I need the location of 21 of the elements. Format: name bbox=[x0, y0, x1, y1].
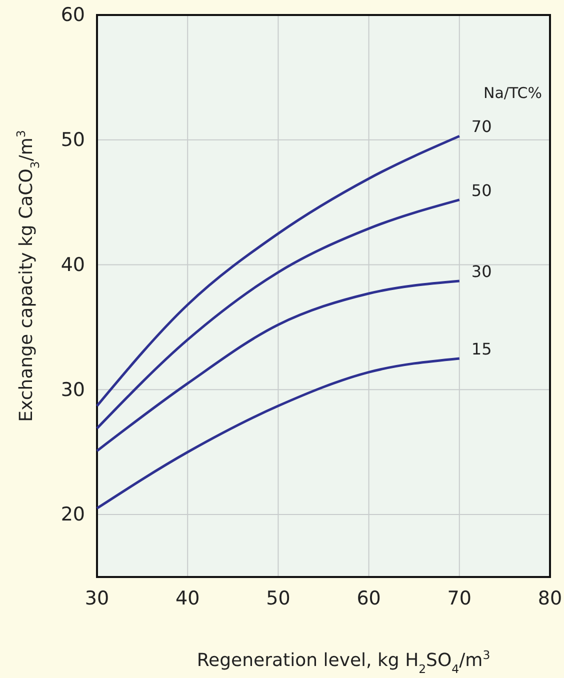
x-tick-label: 30 bbox=[84, 587, 110, 610]
x-tick-label: 60 bbox=[356, 587, 381, 610]
line-series bbox=[96, 280, 461, 452]
y-tick-label: 30 bbox=[60, 378, 85, 401]
series-label: 50 bbox=[471, 180, 492, 200]
x-tick-label: 50 bbox=[266, 587, 290, 610]
line-series bbox=[96, 357, 461, 510]
y-tick-label: 40 bbox=[60, 254, 85, 276]
x-tick-label: 40 bbox=[176, 587, 200, 610]
y-tick-label: 50 bbox=[60, 128, 85, 151]
line-series bbox=[96, 134, 461, 408]
series-label: 15 bbox=[471, 339, 492, 358]
line-series bbox=[96, 198, 461, 430]
series-label: 70 bbox=[471, 117, 492, 136]
x-axis-title: Regeneration level, kg H$_{2}$SO$_{4}$/m$^{3}$ bbox=[196, 648, 490, 676]
y-tick-label: 60 bbox=[60, 4, 85, 26]
x-tick-label: 70 bbox=[447, 587, 472, 610]
x-tick-label: 80 bbox=[538, 587, 562, 610]
series-label: 30 bbox=[471, 262, 492, 282]
legend-title: Na/TC% bbox=[484, 84, 542, 102]
y-tick-label: 20 bbox=[60, 504, 85, 526]
